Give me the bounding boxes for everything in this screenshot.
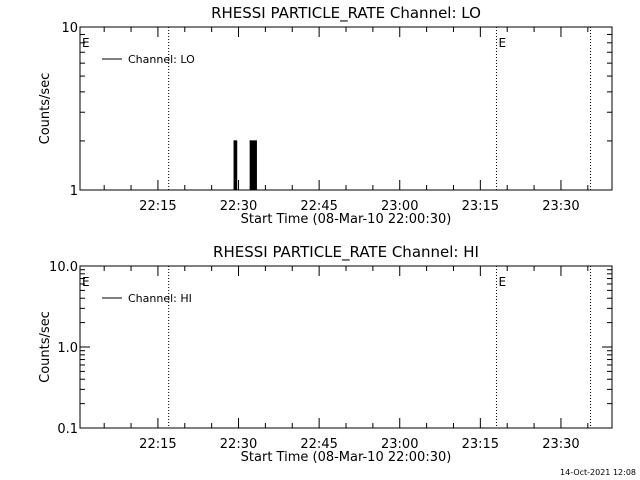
y-tick-label: 0.1 [57, 422, 78, 437]
y-axis-label: Counts/sec [38, 311, 53, 383]
data-point [249, 140, 251, 142]
data-point [235, 140, 237, 142]
data-point [254, 140, 257, 142]
y-tick-label: 1 [70, 184, 78, 199]
x-axis-label: Start Time (08-Mar-10 22:00:30) [241, 450, 452, 465]
x-tick-label: 23:15 [462, 437, 499, 452]
data-point [253, 140, 255, 142]
chart-panel-1: RHESSI PARTICLE_RATE Channel: LO 1 10 22:15… [38, 4, 613, 227]
y-axis-label: Counts/sec [38, 73, 53, 145]
footer-timestamp: 14-Oct-2021 12:08 [560, 468, 636, 477]
eclipse-annotation: E [82, 36, 90, 50]
eclipse-annotation: E [498, 275, 506, 289]
y-tick-label: 10 [61, 21, 78, 36]
series-line [233, 140, 257, 191]
x-tick-label: 22:30 [220, 437, 257, 452]
x-tick-label: 22:45 [300, 437, 337, 452]
y-tick-label: 1.0 [57, 341, 78, 356]
legend-label: Channel: LO [128, 53, 195, 66]
x-tick-label: 22:30 [220, 199, 257, 214]
x-tick-label: 23:30 [542, 199, 579, 214]
y-tick-label: 10.0 [49, 260, 78, 275]
x-tick-label: 23:00 [381, 437, 418, 452]
chart-title: RHESSI PARTICLE_RATE Channel: LO [211, 4, 481, 23]
eclipse-annotation: E [498, 36, 506, 50]
data-point [251, 140, 253, 142]
eclipse-annotation: E [82, 275, 90, 289]
x-tick-label: 23:30 [542, 437, 579, 452]
legend-label: Channel: HI [128, 292, 192, 305]
x-tick-label: 23:00 [381, 199, 418, 214]
x-tick-label: 22:45 [300, 199, 337, 214]
data-point [233, 140, 235, 142]
chart-title: RHESSI PARTICLE_RATE Channel: HI [213, 243, 479, 262]
x-axis-label: Start Time (08-Mar-10 22:00:30) [241, 212, 452, 227]
x-tick-label: 23:15 [462, 199, 499, 214]
x-tick-label: 22:15 [139, 437, 176, 452]
chart-panel-2: RHESSI PARTICLE_RATE Channel: HI 0.1 1.0 10… [38, 243, 613, 465]
x-tick-label: 22:15 [139, 199, 176, 214]
